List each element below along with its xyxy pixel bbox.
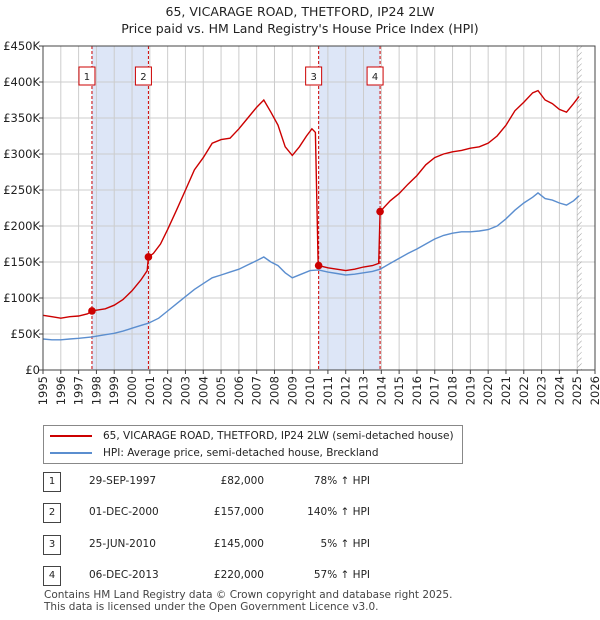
footer-copyright: Contains HM Land Registry data © Crown c… [44,589,453,601]
y-tick-label: £50K [11,327,41,341]
x-tick-label: 1999 [107,376,121,405]
x-tick-label: 2014 [374,376,388,405]
transaction-hpi: 5% ↑ HPI [320,538,370,550]
transaction-point [144,253,153,261]
x-tick-label: 2009 [285,376,299,405]
x-tick-label: 2021 [499,376,513,405]
title-subtitle: Price paid vs. HM Land Registry's House … [121,21,479,36]
y-tick-label: £0 [25,363,40,377]
x-tick-label: 2024 [552,376,566,405]
x-tick-label: 2013 [357,376,371,405]
x-tick-label: 2025 [570,376,584,405]
x-tick-label: 2001 [143,376,157,405]
transaction-number: 3 [43,535,61,555]
transaction-point [88,307,96,315]
x-tick-label: 2003 [178,376,192,405]
x-tick-label: 2006 [232,376,246,405]
transaction-hpi: 57% ↑ HPI [313,569,370,581]
x-tick-label: 2019 [463,376,477,405]
x-tick-label: 1995 [36,376,50,405]
transaction-date: 06-DEC-2013 [89,569,159,581]
transaction-price: £157,000 [213,506,264,518]
transaction-number: 4 [43,566,61,586]
x-tick-label: 1996 [54,376,68,405]
transaction-label: 4 [372,72,378,83]
table-row: 3 25-JUN-2010 £145,000 5% ↑ HPI [43,535,403,555]
hatched-region [577,46,582,370]
x-tick-label: 2012 [339,376,353,405]
y-tick-label: £150K [3,255,40,269]
transaction-label: 2 [140,72,146,83]
x-tick-label: 2004 [196,376,210,405]
plot-border [42,45,596,371]
x-tick-label: 2002 [161,376,175,405]
transaction-label: 1 [84,72,90,83]
x-tick-label: 2011 [321,376,335,405]
x-tick-label: 2026 [588,376,600,405]
x-tick-label: 2020 [481,376,495,405]
x-tick-label: 2005 [214,376,228,405]
transaction-label-box [78,66,96,86]
x-tick-label: 2022 [517,376,531,405]
transaction-hpi: 78% ↑ HPI [313,475,370,487]
transaction-price: £145,000 [213,538,264,550]
y-tick-label: £250K [3,183,40,197]
legend-item-property: 65, VICARAGE ROAD, THETFORD, IP24 2LW (s… [50,428,454,444]
transaction-label-box [134,66,152,86]
transaction-point [314,261,323,270]
y-tick-label: £400K [3,75,40,89]
legend-swatch-hpi [50,452,92,454]
x-tick-label: 2018 [446,376,460,405]
transaction-date: 01-DEC-2000 [89,506,159,518]
x-tick-label: 2017 [428,376,442,405]
shaded-period [91,46,149,370]
shaded-period [318,46,381,370]
legend-swatch-property [50,435,92,437]
transaction-price: £220,000 [213,569,264,581]
y-tick-label: £450K [3,39,40,53]
x-tick-label: 2023 [535,376,549,405]
table-row: 1 29-SEP-1997 £82,000 78% ↑ HPI [43,472,403,492]
legend: 65, VICARAGE ROAD, THETFORD, IP24 2LW (s… [43,425,463,464]
x-tick-label: 1998 [89,376,103,405]
footer: Contains HM Land Registry data © Crown c… [44,589,452,613]
footer-licence: This data is licensed under the Open Gov… [44,601,379,613]
x-tick-label: 2007 [250,376,264,405]
table-row: 4 06-DEC-2013 £220,000 57% ↑ HPI [43,566,403,586]
y-tick-label: £100K [3,291,40,305]
transaction-point [376,207,384,216]
table-row: 2 01-DEC-2000 £157,000 140% ↑ HPI [43,503,403,523]
x-tick-label: 2008 [267,376,281,405]
x-tick-label: 2010 [303,376,317,405]
transaction-date: 29-SEP-1997 [89,475,157,487]
legend-item-hpi: HPI: Average price, semi-detached house,… [50,445,379,461]
transaction-price: £82,000 [220,475,264,487]
x-tick-label: 2000 [125,376,139,405]
y-tick-label: £300K [3,147,40,161]
x-tick-label: 1997 [72,376,86,405]
hpi-line [42,192,580,341]
y-tick-label: £200K [3,219,40,233]
transaction-label-box [366,66,384,86]
transaction-label-box [305,66,323,86]
title-address: 65, VICARAGE ROAD, THETFORD, IP24 2LW [165,4,435,19]
chart-title: 65, VICARAGE ROAD, THETFORD, IP24 2LW Pr… [0,3,600,37]
y-tick-label: £350K [3,111,40,125]
x-tick-label: 2015 [392,376,406,405]
legend-label-property: 65, VICARAGE ROAD, THETFORD, IP24 2LW (s… [103,430,454,442]
property-price-line [42,89,580,319]
legend-label-hpi: HPI: Average price, semi-detached house,… [103,447,379,459]
price-chart: 1 2 3 4 £0 £50K £100K £150K £200K £250K £300K £350… [3,39,600,405]
x-tick-label: 2016 [410,376,424,405]
transaction-number: 1 [43,472,61,492]
transaction-label: 3 [310,72,316,83]
transaction-number: 2 [43,503,61,523]
transaction-hpi: 140% ↑ HPI [307,506,370,518]
transaction-date: 25-JUN-2010 [89,538,156,550]
